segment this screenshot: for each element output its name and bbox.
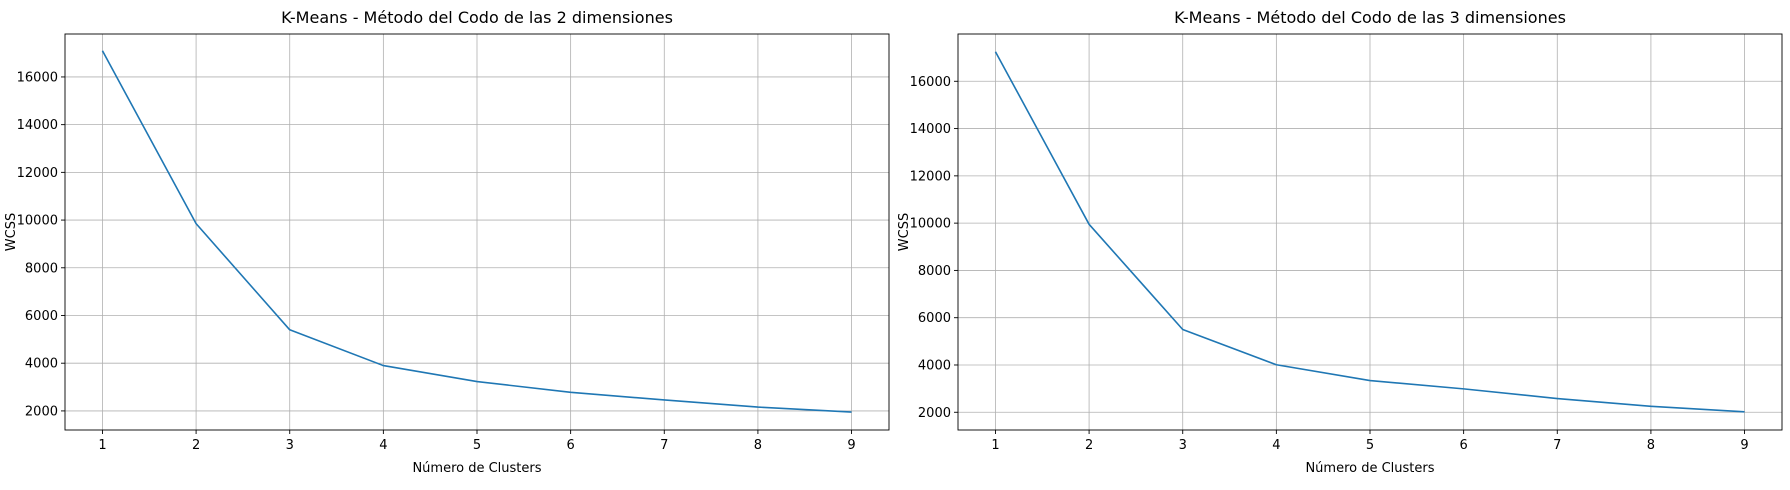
grid — [958, 34, 1782, 430]
x-tick-label: 2 — [1085, 438, 1093, 453]
x-tick-label: 5 — [1366, 438, 1374, 453]
y-tick-label: 6000 — [25, 309, 58, 324]
x-tick-label: 6 — [1459, 438, 1467, 453]
y-tick-label: 2000 — [25, 404, 58, 419]
grid — [65, 34, 889, 430]
y-tick-label: 10000 — [17, 214, 58, 229]
x-tick-label: 5 — [473, 438, 481, 453]
series-line — [994, 51, 1745, 413]
x-tick-label: 8 — [1647, 438, 1655, 453]
chart-title: K-Means - Método del Codo de las 2 dimen… — [281, 8, 673, 27]
y-tick-label: 2000 — [918, 406, 951, 421]
x-tick-label: 2 — [192, 438, 200, 453]
y-tick-label: 4000 — [918, 358, 951, 373]
x-tick-label: 7 — [660, 438, 668, 453]
x-tick-label: 3 — [1179, 438, 1187, 453]
chart-title: K-Means - Método del Codo de las 3 dimen… — [1174, 8, 1566, 27]
x-tick-label: 1 — [991, 438, 999, 453]
y-tick-label: 8000 — [25, 261, 58, 276]
x-axis-label: Número de Clusters — [1305, 461, 1434, 476]
x-tick-label: 8 — [754, 438, 762, 453]
x-tick-label: 4 — [1272, 438, 1280, 453]
x-tick-label: 4 — [379, 438, 387, 453]
y-axis-label: WCSS — [897, 213, 912, 251]
x-tick-label: 7 — [1553, 438, 1561, 453]
y-tick-label: 16000 — [17, 70, 58, 85]
y-tick-label: 10000 — [910, 217, 951, 232]
y-tick-label: 8000 — [918, 264, 951, 279]
y-tick-label: 12000 — [17, 166, 58, 181]
x-axis-label: Número de Clusters — [412, 461, 541, 476]
series-line — [101, 50, 852, 413]
y-tick-label: 14000 — [910, 122, 951, 137]
x-tick-label: 3 — [286, 438, 294, 453]
y-tick-label: 16000 — [910, 75, 951, 90]
x-tick-label: 6 — [566, 438, 574, 453]
y-axis-label: WCSS — [4, 213, 19, 251]
y-tick-label: 12000 — [910, 169, 951, 184]
chart-3d-elbow: 1 2 3 4 5 6 7 8 9 2000 4000 6000 8000 10000 12000 14000… — [897, 8, 1783, 476]
chart-2d-elbow: 1 2 3 4 5 6 7 8 9 2000 4000 6000 8000 10000 12000 14000… — [4, 8, 890, 476]
x-tick-label: 9 — [847, 438, 855, 453]
x-tick-label: 9 — [1740, 438, 1748, 453]
y-tick-label: 6000 — [918, 311, 951, 326]
x-tick-label: 1 — [98, 438, 106, 453]
y-tick-label: 14000 — [17, 118, 58, 133]
y-tick-label: 4000 — [25, 357, 58, 372]
